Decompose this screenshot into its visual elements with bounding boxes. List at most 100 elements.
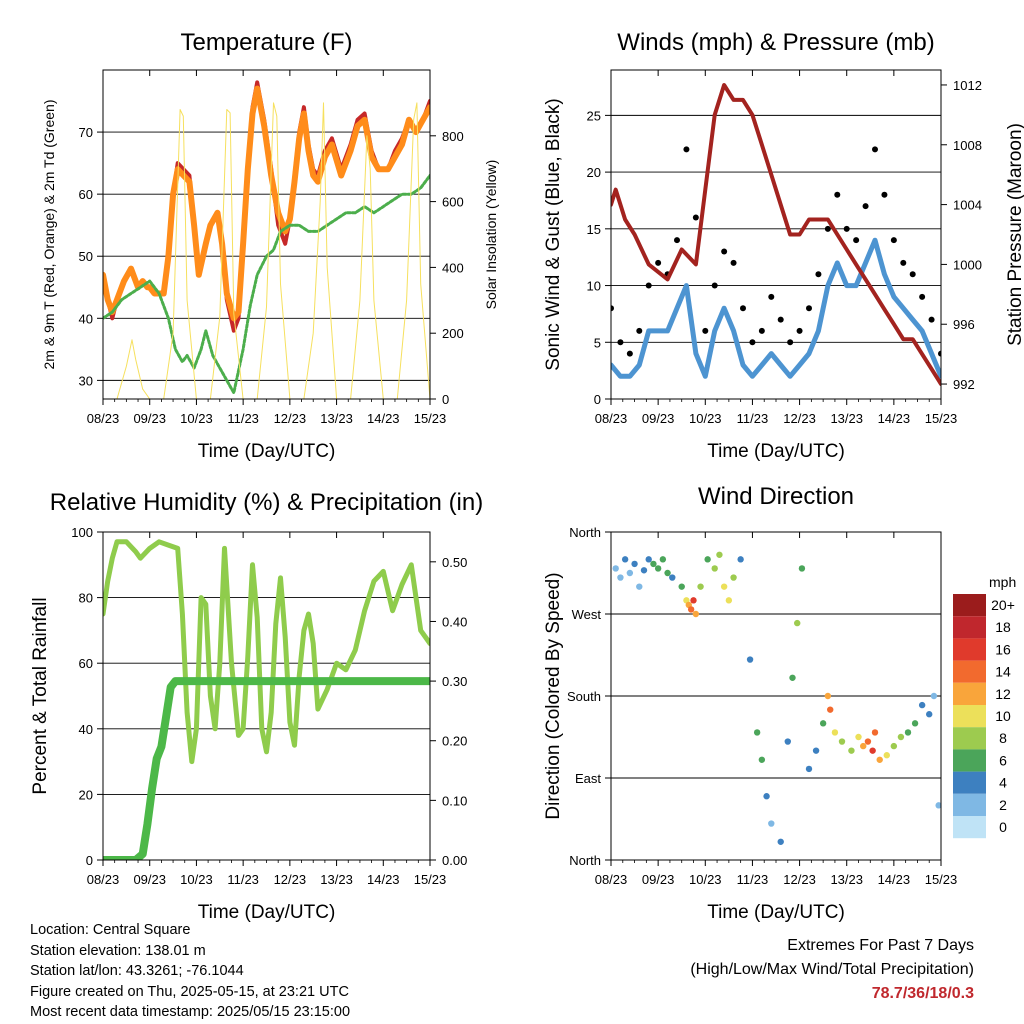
y-tick-label: 20 (79, 787, 93, 802)
direction-point (768, 820, 775, 827)
y-tick-label: 0 (86, 853, 93, 868)
direction-point (911, 720, 919, 727)
y2-tick-label: 0.50 (442, 555, 467, 570)
direction-point (930, 692, 938, 700)
x-tick-label: 12/23 (783, 872, 816, 887)
x-axis-label: Time (Day/UTC) (198, 902, 336, 923)
direction-point (711, 565, 718, 572)
x-tick-label: 09/23 (642, 872, 675, 887)
plot-area (612, 551, 941, 845)
y-axis-label: 2m & 9m T (Red, Orange) & 2m Td (Green) (41, 100, 57, 370)
plot-frame (610, 69, 942, 400)
colorbar-swatch (953, 594, 986, 617)
gust-point (683, 146, 690, 153)
direction-point (664, 569, 671, 577)
series-rh (103, 539, 430, 765)
direction-point (864, 738, 872, 745)
gust-point (938, 350, 941, 357)
direction-point (897, 733, 905, 741)
gust-point (881, 191, 888, 198)
data-timestamp: Most recent data timestamp: 2025/05/15 2… (30, 1004, 351, 1020)
y-tick-label: 5 (594, 335, 601, 350)
colorbar-swatch (953, 682, 986, 705)
gust-point (749, 339, 756, 346)
direction-point (730, 574, 737, 581)
direction-point (848, 747, 855, 754)
direction-point (890, 742, 898, 750)
colorbar-swatch (953, 705, 986, 728)
direction-point (763, 793, 770, 800)
y-tick-label: North (569, 525, 601, 540)
gust-point (900, 259, 907, 266)
y2-tick-label: 800 (442, 129, 464, 144)
y-axis-label: Direction (Colored By Speed) (543, 572, 564, 819)
direction-point (678, 583, 685, 590)
y2-tick-label: 0.40 (442, 614, 467, 629)
direction-point (617, 574, 624, 581)
y2-tick-label: 996 (953, 317, 975, 332)
y2-tick-label: 400 (442, 260, 464, 275)
gust-point (702, 327, 709, 334)
y-axis-label: Percent & Total Rainfall (30, 597, 51, 794)
colorbar-label: 8 (999, 730, 1007, 746)
direction-point (824, 692, 832, 700)
plot-area (103, 80, 430, 399)
direction-point (935, 802, 941, 809)
x-tick-label: 12/23 (274, 872, 307, 887)
chart-title: Temperature (F) (180, 29, 352, 56)
y2-tick-label: 600 (442, 195, 464, 210)
y2-tick-label: 992 (953, 377, 975, 392)
gust-point (806, 305, 812, 312)
y-tick-label: 25 (587, 108, 601, 123)
series-wind_sonic (611, 237, 941, 379)
direction-point (798, 565, 806, 572)
direction-point (753, 729, 761, 736)
x-tick-label: 11/23 (737, 872, 769, 887)
direction-point (784, 738, 791, 745)
gust-point (862, 203, 869, 210)
colorbar-label: 10 (995, 708, 1011, 724)
colorbar-swatch (953, 616, 986, 639)
direction-point (650, 560, 657, 568)
direction-point (805, 765, 813, 773)
x-tick-label: 09/23 (642, 411, 675, 426)
x-tick-label: 10/23 (689, 411, 722, 426)
x-tick-label: 13/23 (320, 872, 353, 887)
direction-point (659, 556, 667, 563)
gust-point (853, 237, 860, 244)
x-tick-label: 08/23 (595, 411, 628, 426)
chart-title: Winds (mph) & Pressure (mb) (617, 29, 934, 56)
x-tick-label: 15/23 (925, 872, 958, 887)
direction-point (855, 733, 862, 741)
colorbar: mph 20+ 18 16 14 12 10 8 6 4 2 0 (953, 574, 1016, 839)
gust-point (758, 327, 765, 334)
x-tick-label: 13/23 (830, 411, 863, 426)
colorbar-swatch (953, 771, 986, 794)
series-dewpoint (103, 174, 430, 395)
x-tick-label: 12/23 (783, 411, 816, 426)
x-tick-label: 15/23 (925, 411, 958, 426)
gust-point (872, 146, 878, 153)
y-tick-label: East (575, 771, 601, 786)
y-axis-label: Sonic Wind & Gust (Blue, Black) (543, 98, 564, 370)
direction-point (904, 729, 912, 736)
gust-point (890, 237, 897, 244)
y-tick-label: 40 (79, 722, 93, 737)
colorbar-label: 2 (999, 797, 1007, 813)
direction-point (636, 583, 643, 590)
direction-point (725, 597, 733, 604)
y2-tick-label: 1008 (953, 138, 982, 153)
direction-point (812, 747, 820, 754)
x-tick-label: 13/23 (830, 872, 863, 887)
gust-point (768, 293, 775, 300)
chart-winds: Winds (mph) & Pressure (mb) 0 5 10 15 20 25 992… (543, 29, 1024, 462)
gust-point (645, 282, 652, 289)
direction-point (838, 738, 846, 745)
gust-point (796, 327, 803, 334)
extremes-value: 78.7/36/18/0.3 (871, 985, 974, 1002)
y-tick-label: 70 (79, 125, 93, 140)
direction-point (794, 619, 801, 627)
y-tick-label: South (567, 689, 601, 704)
series-pressure (611, 83, 941, 386)
gust-point (711, 282, 718, 289)
